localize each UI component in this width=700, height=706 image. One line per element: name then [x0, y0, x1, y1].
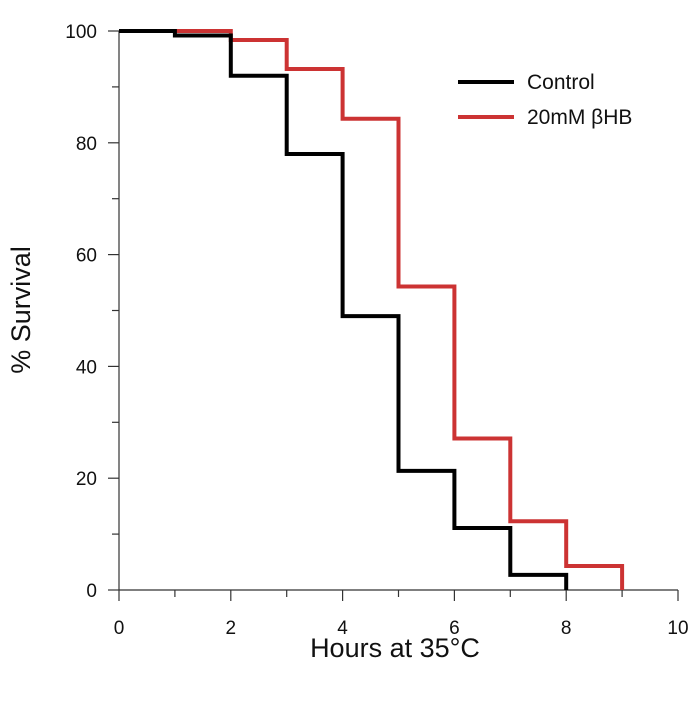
x-axis-title: Hours at 35°C [310, 633, 480, 663]
legend: Control 20mM βHB [458, 71, 632, 129]
y-tick-label-80: 80 [76, 134, 97, 155]
x-tick-label-8: 8 [561, 618, 572, 639]
x-tick-label-6: 6 [449, 618, 460, 639]
y-tick-label-40: 40 [76, 357, 97, 378]
y-tick-label-60: 60 [76, 246, 97, 267]
legend-label-bhb: 20mM βHB [527, 106, 632, 129]
y-tick-label-20: 20 [76, 469, 97, 490]
series-line-bhb [119, 29, 625, 590]
y-tick-label-100: 100 [65, 22, 97, 43]
x-tick-label-10: 10 [667, 618, 688, 639]
y-axis-title: % Survival [6, 246, 36, 374]
series-line-control [119, 29, 569, 590]
x-tick-label-2: 2 [226, 618, 237, 639]
x-tick-label-0: 0 [114, 618, 125, 639]
y-tick-label-0: 0 [86, 581, 97, 602]
x-tick-label-4: 4 [337, 618, 348, 639]
legend-label-control: Control [527, 71, 595, 94]
series-layer [119, 29, 625, 590]
